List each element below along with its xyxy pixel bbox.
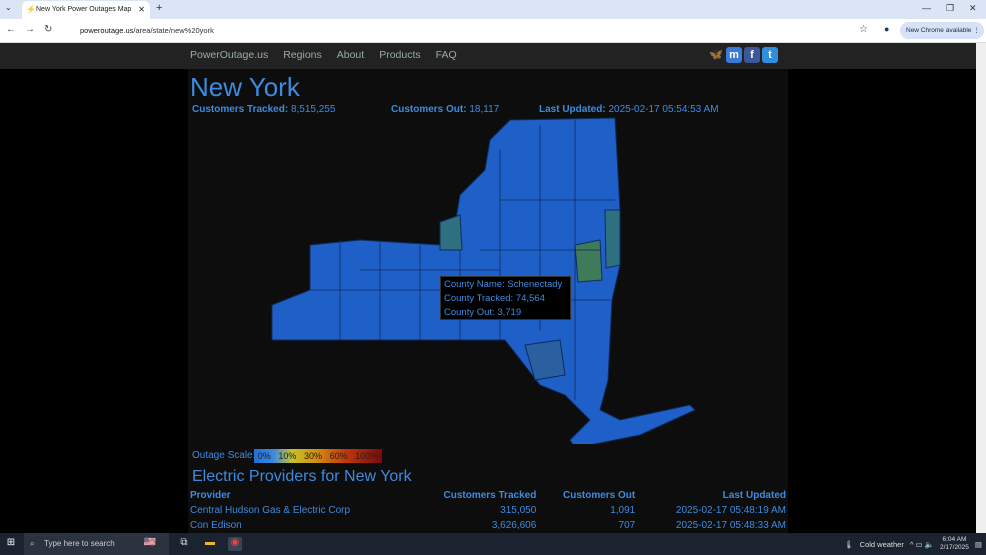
clock-time: 6:04 AM	[942, 536, 967, 543]
scrollbar[interactable]	[976, 43, 986, 533]
cell: 315,050	[500, 505, 537, 516]
search-placeholder: Type here to search	[44, 539, 115, 548]
last-updated: Last Updated: 2025-02-17 05:54:53 AM	[539, 104, 719, 115]
county-schenectady	[574, 239, 603, 283]
provider-link[interactable]: Central Hudson Gas & Electric Corp	[190, 505, 351, 516]
forward-icon[interactable]: →	[25, 24, 35, 35]
taskbar: ⊞ ⌕ Type here to search 🇺🇸 ⧉ ▬ ◉ 🌡 Cold w…	[0, 533, 986, 555]
thermometer-icon: 🌡	[844, 539, 854, 549]
new-chrome-button[interactable]: New Chrome available ⋮	[900, 22, 984, 39]
scale-stop: 60%	[329, 451, 348, 461]
tooltip-name: County Name: Schenectady	[444, 279, 563, 290]
cell: 707	[618, 520, 636, 531]
scale-stop: 0%	[257, 451, 271, 461]
bluesky-icon[interactable]: 🦋	[709, 49, 723, 61]
county-highlight	[604, 209, 621, 269]
cell: 2025-02-17 05:48:33 AM	[675, 520, 786, 531]
mastodon-icon[interactable]: m	[726, 47, 742, 63]
taskbar-search[interactable]: ⌕ Type here to search	[24, 533, 169, 555]
reload-icon[interactable]: ↻	[44, 24, 53, 35]
windows-start-icon[interactable]: ⊞	[6, 537, 16, 548]
tab-active[interactable]: ⚡ New York Power Outages Map ✕	[22, 1, 150, 19]
notifications-icon[interactable]: ▤	[974, 539, 982, 549]
county-highlight	[439, 214, 463, 251]
customers-tracked: Customers Tracked: 8,515,255	[192, 104, 336, 115]
tab-bar: ⌄ ⚡ New York Power Outages Map ✕ + — ❐ ✕	[0, 0, 986, 19]
new-chrome-label: New Chrome available	[906, 27, 972, 34]
col-updated[interactable]: Last Updated	[722, 490, 786, 501]
back-icon[interactable]: ←	[6, 24, 16, 35]
provider-link[interactable]: Con Edison	[190, 520, 242, 531]
nav-products[interactable]: Products	[379, 49, 421, 61]
minimize-button[interactable]: —	[922, 3, 931, 13]
outage-scale-label: Outage Scale:	[192, 450, 256, 461]
table-header: Provider Customers Tracked Customers Out…	[190, 488, 786, 503]
url-path: /area/state/new%20york	[133, 26, 214, 35]
nav-faq[interactable]: FAQ	[435, 49, 457, 61]
chrome-icon[interactable]: ◉	[228, 537, 242, 551]
tab-search-icon[interactable]: ⌄	[5, 3, 12, 12]
nav-regions[interactable]: Regions	[283, 49, 322, 61]
clock-date: 2/17/2025	[939, 544, 969, 551]
file-explorer-icon[interactable]: ▬	[205, 537, 215, 548]
tooltip-out: County Out: 3,719	[444, 307, 522, 318]
providers-table: Provider Customers Tracked Customers Out…	[190, 488, 786, 533]
customers-out: Customers Out: 18,117	[391, 104, 500, 115]
page-title: New York	[190, 72, 300, 102]
nav-about[interactable]: About	[336, 49, 365, 61]
col-tracked[interactable]: Customers Tracked	[443, 490, 537, 501]
nav-links: PowerOutage.us Regions About Products FA…	[190, 49, 457, 61]
table-row: Con Edison 3,626,606 707 2025-02-17 05:4…	[190, 518, 786, 533]
restore-button[interactable]: ❐	[946, 3, 955, 13]
new-tab-button[interactable]: +	[156, 2, 163, 14]
address-bar-row: ← → ↻ poweroutage.us/area/state/new%20yo…	[0, 19, 986, 43]
nav-home[interactable]: PowerOutage.us	[190, 49, 269, 61]
county-borders	[310, 120, 615, 400]
facebook-icon[interactable]: f	[744, 47, 760, 63]
cell: 2025-02-17 05:48:19 AM	[675, 505, 786, 516]
tooltip-tracked: County Tracked: 74,564	[444, 293, 545, 304]
bookmark-star-icon[interactable]: ☆	[859, 24, 868, 35]
main-content: New York Customers Tracked: 8,515,255 Cu…	[188, 69, 788, 533]
cell: 1,091	[610, 505, 636, 516]
county-tooltip: County Name: Schenectady County Tracked:…	[440, 276, 571, 320]
profile-icon[interactable]: ●	[884, 24, 890, 34]
col-provider[interactable]: Provider	[190, 490, 231, 501]
outage-scale-bar: 0% 10% 30% 60% 100%	[254, 449, 382, 463]
close-window-button[interactable]: ✕	[969, 3, 977, 13]
scale-stop: 30%	[303, 451, 322, 461]
flag-icon: 🇺🇸	[143, 537, 157, 548]
page: PowerOutage.us Regions About Products FA…	[0, 43, 976, 533]
bolt-icon: ⚡	[26, 5, 36, 14]
url-host: poweroutage.us	[80, 26, 134, 35]
table-row: Central Hudson Gas & Electric Corp 315,0…	[190, 503, 786, 518]
scale-stop: 100%	[355, 451, 379, 461]
providers-title: Electric Providers for New York	[192, 468, 412, 485]
close-tab-icon[interactable]: ✕	[138, 5, 145, 14]
tab-title: New York Power Outages Map	[36, 6, 132, 13]
twitter-icon[interactable]: t	[762, 47, 778, 63]
weather-label[interactable]: Cold weather	[859, 539, 904, 549]
search-icon: ⌕	[30, 539, 35, 548]
cell: 3,626,606	[491, 520, 537, 531]
col-out[interactable]: Customers Out	[562, 490, 636, 501]
scale-stop: 10%	[278, 451, 297, 461]
tray-icons[interactable]: ^ ▭ 🔈	[909, 539, 934, 549]
task-view-icon[interactable]: ⧉	[180, 537, 188, 548]
url-input[interactable]: poweroutage.us/area/state/new%20york	[60, 22, 840, 39]
system-tray: 🌡 Cold weather ^ ▭ 🔈 6:04 AM 2/17/2025 ▤	[844, 533, 982, 555]
county-highlight	[524, 339, 566, 381]
top-nav: PowerOutage.us Regions About Products FA…	[0, 43, 976, 69]
clock[interactable]: 6:04 AM 2/17/2025	[940, 536, 969, 552]
